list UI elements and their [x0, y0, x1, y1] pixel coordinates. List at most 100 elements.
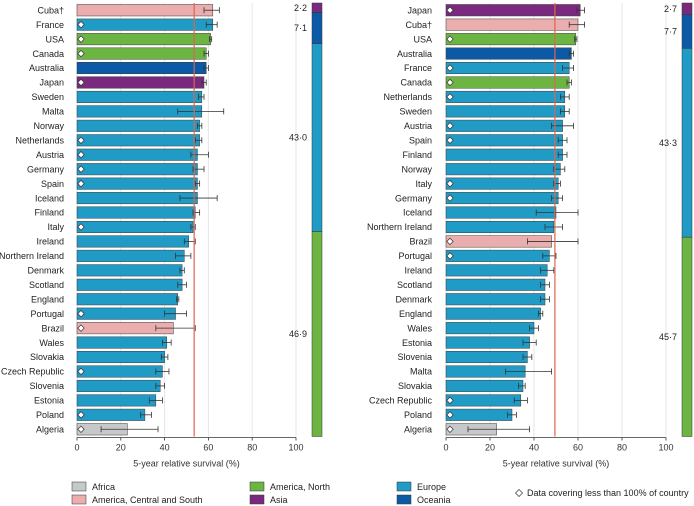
x-tick-label: 60 — [573, 443, 583, 453]
legend-swatch — [71, 481, 87, 492]
region-share-label: 7·1 — [294, 23, 307, 33]
partial-coverage-diamond-icon — [77, 179, 85, 188]
bar — [76, 379, 161, 392]
region-share-segment — [311, 231, 323, 437]
bar — [445, 408, 513, 421]
category-label: Slovakia — [30, 352, 64, 362]
category-label: Sweden — [31, 92, 64, 102]
x-tick-label: 100 — [658, 443, 673, 453]
bar — [445, 4, 581, 17]
x-tick-label: 80 — [247, 443, 257, 453]
bar — [445, 18, 579, 31]
partial-coverage-diamond-icon — [446, 237, 454, 246]
legend-swatch — [396, 481, 412, 492]
category-label: Austria — [404, 121, 432, 131]
x-tick-label: 80 — [617, 443, 627, 453]
bar — [76, 220, 194, 233]
partial-coverage-diamond-icon — [446, 78, 454, 87]
right-chart-panel: Japan Cuba† USA Australia France Canada Nether… — [367, 2, 693, 469]
partial-coverage-diamond-icon — [446, 194, 454, 202]
legend-swatch — [396, 494, 412, 505]
bar — [445, 192, 559, 205]
x-tick-label: 60 — [203, 443, 213, 453]
bar — [76, 18, 214, 31]
region-share-label: 46·9 — [289, 329, 307, 339]
category-label: Algeria — [36, 424, 64, 434]
legend-diamond-note: Data covering less than 100% of country — [527, 488, 689, 498]
partial-coverage-diamond-icon — [446, 425, 454, 433]
legend-label: America, Central and South — [92, 495, 203, 505]
region-share-label: 45·7 — [659, 332, 677, 342]
partial-coverage-diamond-icon — [446, 179, 454, 188]
bar — [76, 163, 198, 176]
partial-coverage-diamond-icon — [446, 411, 454, 419]
category-label: Finland — [402, 150, 432, 160]
bar — [76, 249, 185, 262]
bar — [445, 177, 559, 190]
category-label: France — [36, 20, 64, 30]
region-share-segment — [311, 12, 323, 44]
category-label: Canada — [400, 78, 432, 88]
category-label: Portugal — [398, 251, 432, 261]
category-label: Germany — [27, 164, 65, 174]
partial-coverage-diamond-icon — [77, 223, 85, 231]
legend-label: America, North — [270, 482, 330, 492]
bar — [445, 76, 570, 89]
bar — [445, 163, 561, 176]
x-tick-label: 40 — [529, 443, 539, 453]
category-label: USA — [413, 34, 432, 44]
partial-coverage-diamond-icon — [77, 35, 85, 43]
category-label: Czech Republic — [1, 367, 65, 377]
partial-coverage-diamond-icon — [77, 78, 85, 87]
region-share-segment — [311, 2, 323, 13]
bar — [76, 33, 211, 46]
region-share-segment — [311, 43, 323, 232]
x-tick-label: 0 — [443, 443, 448, 453]
category-label: Netherlands — [383, 92, 432, 102]
category-label: Canada — [32, 49, 64, 59]
bar — [76, 278, 183, 291]
category-label: France — [404, 63, 432, 73]
category-label: Spain — [409, 135, 432, 145]
partial-coverage-diamond-icon — [446, 252, 454, 260]
bar — [76, 293, 178, 306]
partial-coverage-diamond-icon — [446, 93, 454, 101]
left-chart-panel: Cuba† France USA Canada Australia Japan Sweden… — [0, 2, 323, 469]
chart-legend: Africa America, Central and South America,… — [71, 481, 689, 505]
bar — [76, 47, 207, 60]
legend-swatch — [249, 481, 265, 492]
category-label: Northern Ireland — [367, 222, 432, 232]
bar — [445, 62, 570, 75]
category-label: USA — [45, 34, 64, 44]
category-label: Ireland — [404, 266, 432, 276]
category-label: Cuba† — [37, 5, 64, 15]
category-label: Brazil — [41, 323, 64, 333]
x-tick-label: 0 — [74, 443, 79, 453]
bar — [76, 134, 200, 147]
legend-swatch — [249, 494, 265, 505]
partial-coverage-diamond-icon — [77, 49, 85, 58]
partial-coverage-diamond-icon — [446, 396, 454, 405]
category-label: Slovenia — [397, 352, 432, 362]
category-label: Slovenia — [29, 381, 64, 391]
bar — [76, 206, 196, 219]
category-label: Germany — [395, 193, 433, 203]
category-label: Australia — [397, 49, 432, 59]
x-axis-label: 5-year relative survival (%) — [503, 459, 610, 469]
bar — [76, 62, 207, 75]
bar — [76, 235, 189, 248]
category-label: Estonia — [34, 396, 64, 406]
bar — [445, 278, 546, 291]
legend-label: Africa — [92, 482, 115, 492]
category-label: England — [31, 294, 64, 304]
category-label: Australia — [29, 63, 64, 73]
category-label: Japan — [39, 78, 64, 88]
bar — [76, 394, 157, 407]
partial-coverage-diamond-icon — [77, 136, 85, 144]
category-label: Malta — [410, 367, 432, 377]
bar — [445, 47, 572, 60]
bar — [445, 264, 548, 277]
category-label: Spain — [41, 179, 64, 189]
partial-coverage-diamond-icon — [77, 151, 85, 159]
